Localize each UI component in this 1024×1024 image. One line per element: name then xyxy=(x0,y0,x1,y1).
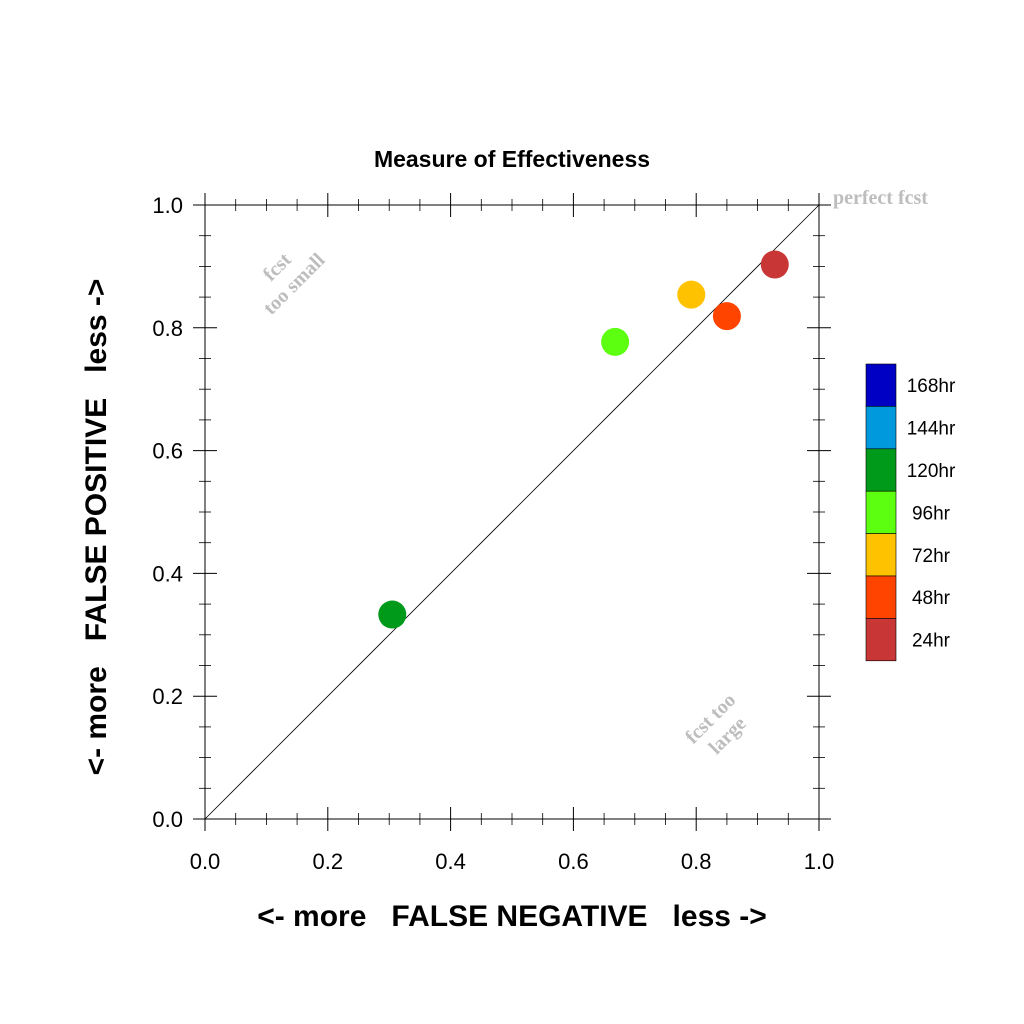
point-48hr xyxy=(712,302,741,331)
legend-swatch-48hr xyxy=(865,575,897,619)
x-tick-label: 0.8 xyxy=(681,849,712,874)
y-tick-label: 0.4 xyxy=(152,561,183,586)
data-points xyxy=(378,250,789,629)
x-tick-label: 0.2 xyxy=(313,849,344,874)
point-24hr xyxy=(760,250,789,279)
y-tick-label: 0.6 xyxy=(152,439,183,464)
legend-label-72hr: 72hr xyxy=(912,546,951,567)
legend-label-120hr: 120hr xyxy=(907,461,956,482)
axes: 0.0 0.2 0.4 0.6 0.8 1.0 0.0 0.2 0.4 0.6 0.8 1.0 xyxy=(152,193,834,874)
point-120hr xyxy=(378,600,407,629)
y-tick-label: 1.0 xyxy=(152,193,183,218)
y-tick-label: 0.2 xyxy=(152,684,183,709)
chart-title: Measure of Effectiveness xyxy=(374,146,650,172)
x-axis-label: <- more FALSE NEGATIVE less -> xyxy=(257,900,767,933)
legend-swatch-120hr xyxy=(865,448,897,492)
legend-swatch-24hr xyxy=(865,618,897,662)
y-tick-label: 0.8 xyxy=(152,316,183,341)
legend-swatch-72hr xyxy=(865,533,897,577)
y-tick-label: 0.0 xyxy=(152,807,183,832)
legend-swatch-168hr xyxy=(865,363,897,407)
legend-label-96hr: 96hr xyxy=(912,503,951,524)
point-96hr xyxy=(601,327,630,356)
x-tick-label: 0.6 xyxy=(558,849,589,874)
legend-swatch-144hr xyxy=(865,406,897,450)
legend-label-24hr: 24hr xyxy=(912,631,951,652)
y-axis-label: <- more FALSE POSITIVE less -> xyxy=(80,279,113,776)
legend-label-48hr: 48hr xyxy=(912,588,951,609)
point-72hr xyxy=(677,280,706,309)
perfect-fcst-annotation: perfect fcst xyxy=(833,187,928,209)
legend-label-168hr: 168hr xyxy=(907,376,956,397)
legend-swatch-96hr xyxy=(865,490,897,534)
x-tick-label: 1.0 xyxy=(804,849,835,874)
legend-label-144hr: 144hr xyxy=(907,419,956,440)
legend: 168hr 144hr 120hr 96hr 72hr 48hr 24hr xyxy=(865,363,956,662)
x-tick-label: 0.4 xyxy=(435,849,466,874)
x-tick-label: 0.0 xyxy=(190,849,221,874)
